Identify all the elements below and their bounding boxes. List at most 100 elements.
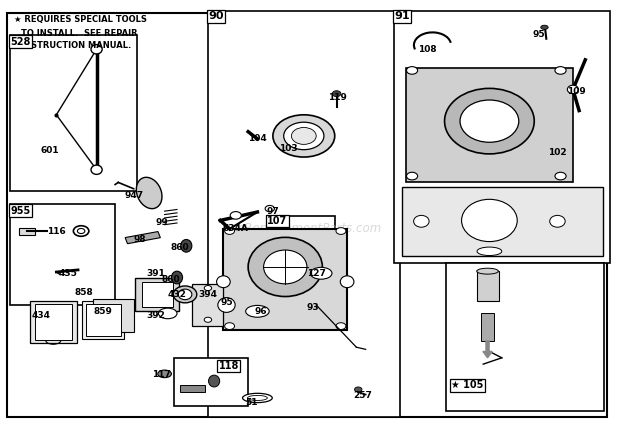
Bar <box>180 385 205 392</box>
Text: 391: 391 <box>146 269 165 278</box>
Ellipse shape <box>204 317 211 322</box>
Ellipse shape <box>477 268 498 274</box>
Text: 860: 860 <box>161 275 180 284</box>
Text: 257: 257 <box>353 391 372 400</box>
Ellipse shape <box>332 91 341 97</box>
Ellipse shape <box>204 285 211 290</box>
Ellipse shape <box>461 199 517 242</box>
Text: 51: 51 <box>245 398 257 407</box>
Text: 98: 98 <box>133 235 146 244</box>
Ellipse shape <box>336 228 346 234</box>
Text: 91: 91 <box>394 11 410 21</box>
Ellipse shape <box>224 323 234 329</box>
Text: 96: 96 <box>254 307 267 316</box>
Text: 127: 127 <box>307 269 326 278</box>
Text: 95: 95 <box>220 298 232 307</box>
Ellipse shape <box>246 305 269 317</box>
Text: 435: 435 <box>58 269 77 278</box>
Ellipse shape <box>460 100 519 142</box>
Ellipse shape <box>224 228 234 234</box>
Ellipse shape <box>273 115 335 157</box>
Ellipse shape <box>445 88 534 154</box>
Ellipse shape <box>216 276 230 287</box>
Text: 947: 947 <box>124 191 143 200</box>
Text: 955: 955 <box>11 206 31 216</box>
Text: 103: 103 <box>279 144 298 153</box>
Ellipse shape <box>180 240 192 252</box>
Text: eReplacementParts.com: eReplacementParts.com <box>238 223 382 235</box>
Ellipse shape <box>91 165 102 174</box>
Bar <box>86 304 121 336</box>
Text: 432: 432 <box>167 290 187 299</box>
Bar <box>402 187 603 257</box>
Ellipse shape <box>230 212 241 219</box>
Ellipse shape <box>173 286 197 303</box>
Ellipse shape <box>172 271 182 284</box>
Bar <box>19 228 35 235</box>
Bar <box>94 298 134 332</box>
Bar <box>30 301 77 343</box>
Ellipse shape <box>414 215 429 227</box>
Ellipse shape <box>477 247 502 256</box>
Text: ★ REQUIRES SPECIAL TOOLS: ★ REQUIRES SPECIAL TOOLS <box>14 16 147 25</box>
Text: 116: 116 <box>47 226 66 235</box>
Text: 95: 95 <box>533 30 545 39</box>
Text: 528: 528 <box>11 36 31 47</box>
Ellipse shape <box>218 298 235 312</box>
Text: 434: 434 <box>32 311 50 320</box>
Ellipse shape <box>550 215 565 227</box>
Text: 118: 118 <box>218 361 239 371</box>
Ellipse shape <box>265 206 275 212</box>
Text: 392: 392 <box>146 311 165 320</box>
Text: ★ 105: ★ 105 <box>451 380 484 391</box>
Bar <box>394 11 610 263</box>
Bar <box>142 282 172 307</box>
Ellipse shape <box>407 67 418 74</box>
Text: 97: 97 <box>267 207 279 217</box>
Ellipse shape <box>264 250 307 284</box>
Ellipse shape <box>541 25 548 29</box>
Bar <box>82 301 125 339</box>
FancyArrow shape <box>483 341 492 358</box>
Bar <box>10 204 115 305</box>
Ellipse shape <box>248 237 322 296</box>
Bar <box>125 232 161 244</box>
Bar <box>446 263 604 410</box>
Text: 858: 858 <box>75 288 94 297</box>
Text: 634A: 634A <box>223 224 249 233</box>
Bar <box>477 271 498 301</box>
Bar <box>10 34 137 191</box>
Text: 601: 601 <box>41 146 60 155</box>
Bar <box>223 229 347 330</box>
Ellipse shape <box>78 229 85 234</box>
Ellipse shape <box>73 226 89 236</box>
Bar <box>35 304 73 340</box>
Text: 90: 90 <box>208 11 224 21</box>
Bar <box>174 358 248 406</box>
Text: 104: 104 <box>248 134 267 142</box>
Text: 108: 108 <box>418 45 437 54</box>
Text: 93: 93 <box>307 303 319 312</box>
Text: 119: 119 <box>329 93 347 102</box>
Text: 99: 99 <box>155 218 168 227</box>
Text: 860: 860 <box>170 243 189 252</box>
Ellipse shape <box>284 122 324 150</box>
Text: 117: 117 <box>152 370 171 379</box>
Ellipse shape <box>567 85 578 94</box>
Ellipse shape <box>242 393 272 403</box>
Ellipse shape <box>355 387 362 392</box>
Bar <box>267 216 335 276</box>
Text: 107: 107 <box>267 216 288 226</box>
Ellipse shape <box>310 268 332 279</box>
Ellipse shape <box>159 308 177 319</box>
Text: 109: 109 <box>567 87 585 96</box>
Text: 859: 859 <box>94 307 112 316</box>
Text: TO INSTALL.  SEE REPAIR: TO INSTALL. SEE REPAIR <box>21 28 138 38</box>
Bar <box>135 277 179 311</box>
Ellipse shape <box>407 172 418 180</box>
Text: INSTRUCTION MANUAL.: INSTRUCTION MANUAL. <box>21 41 131 50</box>
Ellipse shape <box>208 375 219 387</box>
Ellipse shape <box>336 323 346 329</box>
Bar <box>208 11 400 417</box>
Ellipse shape <box>555 67 566 74</box>
